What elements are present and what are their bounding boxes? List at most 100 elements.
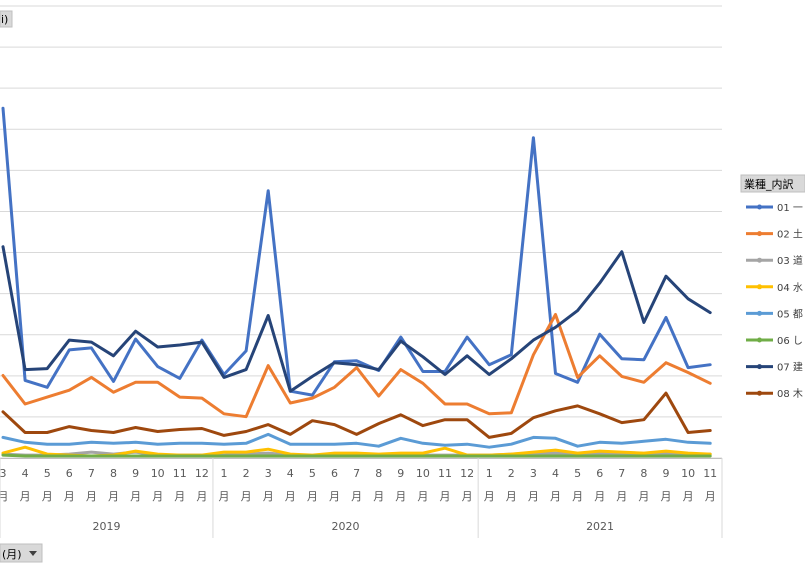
legend-marker	[757, 257, 762, 263]
x-tick-month-unit: 月	[351, 490, 362, 503]
x-tick-month: 6	[66, 467, 73, 480]
legend-label: 01 一	[777, 203, 803, 214]
x-tick-month-unit: 月	[638, 490, 649, 503]
x-tick-month: 3	[0, 467, 7, 480]
legend-marker	[757, 284, 762, 290]
legend-marker	[757, 204, 762, 210]
x-tick-month-unit: 月	[64, 490, 75, 503]
x-tick-month: 4	[552, 467, 559, 480]
x-tick-month-unit: 月	[285, 490, 296, 503]
legend-item[interactable]: 04 水	[746, 282, 803, 294]
caret-down-icon[interactable]	[29, 551, 37, 556]
x-tick-month: 2	[243, 467, 250, 480]
legend-item[interactable]: 03 道	[746, 254, 803, 267]
series-line	[1, 445, 712, 458]
x-tick-month-unit: 月	[152, 490, 163, 503]
series-lines	[1, 106, 712, 458]
legend: 業種_内訳 01 一 02 土 03 道 04 水 05 都 06 し 07 建 08 木	[740, 174, 805, 400]
x-tick-month: 6	[596, 467, 603, 480]
x-tick-month: 3	[530, 467, 537, 480]
x-tick-month: 11	[703, 467, 717, 480]
x-tick-month: 7	[88, 467, 95, 480]
x-tick-month-unit: 月	[440, 490, 451, 503]
x-tick-month: 10	[681, 467, 695, 480]
axis-field-label: (月)	[2, 548, 22, 561]
series-line	[1, 432, 712, 449]
series-line	[1, 313, 712, 419]
x-tick-month-unit: 月	[20, 490, 31, 503]
legend-label: 02 土	[777, 228, 803, 241]
x-tick-month-unit: 月	[616, 490, 627, 503]
x-tick-month: 9	[397, 467, 404, 480]
x-tick-month-unit: 月	[661, 490, 672, 503]
legend-marker	[757, 231, 762, 237]
axis-field-button[interactable]: (月)	[0, 543, 43, 563]
legend-item[interactable]: 05 都	[746, 308, 803, 320]
x-tick-month: 9	[132, 467, 139, 480]
x-tick-month: 10	[151, 467, 165, 480]
x-tick-month-unit: 月	[572, 490, 583, 503]
x-tick-month: 3	[265, 467, 272, 480]
legend-marker	[757, 337, 762, 343]
x-tick-month-unit: 月	[373, 490, 384, 503]
legend-label: 05 都	[777, 308, 803, 320]
x-tick-month-unit: 月	[307, 490, 318, 503]
x-tick-month: 2	[508, 467, 515, 480]
x-tick-month-unit: 月	[528, 490, 539, 503]
x-tick-month: 7	[618, 467, 625, 480]
legend-field-button[interactable]	[740, 174, 805, 193]
x-tick-month-unit: 月	[42, 490, 53, 503]
x-tick-month: 4	[22, 467, 29, 480]
legend-item[interactable]: 02 土	[746, 228, 803, 241]
series-line	[1, 391, 712, 439]
x-tick-month: 5	[309, 467, 316, 480]
legend-label: 03 道	[777, 254, 803, 267]
x-tick-month: 5	[44, 467, 51, 480]
legend-item[interactable]: 01 一	[746, 203, 803, 214]
x-tick-month-unit: 月	[86, 490, 97, 503]
x-tick-month-unit: 月	[705, 490, 716, 503]
series-line	[1, 245, 712, 393]
x-tick-month-unit: 月	[550, 490, 561, 503]
x-tick-month: 5	[574, 467, 581, 480]
x-tick-month-unit: 月	[594, 490, 605, 503]
x-tick-month: 8	[640, 467, 647, 480]
x-tick-month-unit: 月	[108, 490, 119, 503]
x-tick-month: 8	[110, 467, 117, 480]
x-tick-month-unit: 月	[174, 490, 185, 503]
x-tick-month-unit: 月	[484, 490, 495, 503]
x-tick-month-unit: 月	[683, 490, 694, 503]
x-tick-month-unit: 月	[395, 490, 406, 503]
legend-title: 業種_内訳	[744, 177, 794, 191]
x-tick-month: 12	[195, 467, 209, 480]
legend-label: 08 木	[777, 388, 803, 400]
legend-marker	[757, 310, 762, 316]
x-tick-month: 4	[287, 467, 294, 480]
legend-item[interactable]: 06 し	[746, 335, 803, 347]
legend-item[interactable]: 08 木	[746, 388, 803, 400]
x-axis: 3月4月5月6月7月8月9月10月11月12月1月2月3月4月5月6月7月8月9…	[0, 458, 723, 538]
series-line	[1, 453, 712, 458]
legend-item[interactable]: 07 建	[746, 361, 803, 374]
x-tick-month: 1	[221, 467, 228, 480]
x-tick-month: 9	[663, 467, 670, 480]
legend-label: 07 建	[777, 361, 803, 374]
x-tick-month: 6	[331, 467, 338, 480]
x-tick-month-unit: 月	[506, 490, 517, 503]
legend-marker	[757, 364, 762, 370]
gridlines	[0, 5, 722, 459]
value-field-button[interactable]: i)	[0, 10, 13, 28]
value-field-label: i)	[1, 13, 8, 26]
x-tick-month: 11	[173, 467, 187, 480]
x-tick-month-unit: 月	[417, 490, 428, 503]
x-tick-month-unit: 月	[263, 490, 274, 503]
x-tick-month-unit: 月	[462, 490, 473, 503]
x-tick-month: 12	[460, 467, 474, 480]
x-tick-month-unit: 月	[196, 490, 207, 503]
x-tick-month-unit: 月	[0, 490, 9, 503]
legend-marker	[757, 390, 762, 396]
x-tick-month-unit: 月	[219, 490, 230, 503]
x-tick-month: 1	[486, 467, 493, 480]
x-tick-month-unit: 月	[241, 490, 252, 503]
